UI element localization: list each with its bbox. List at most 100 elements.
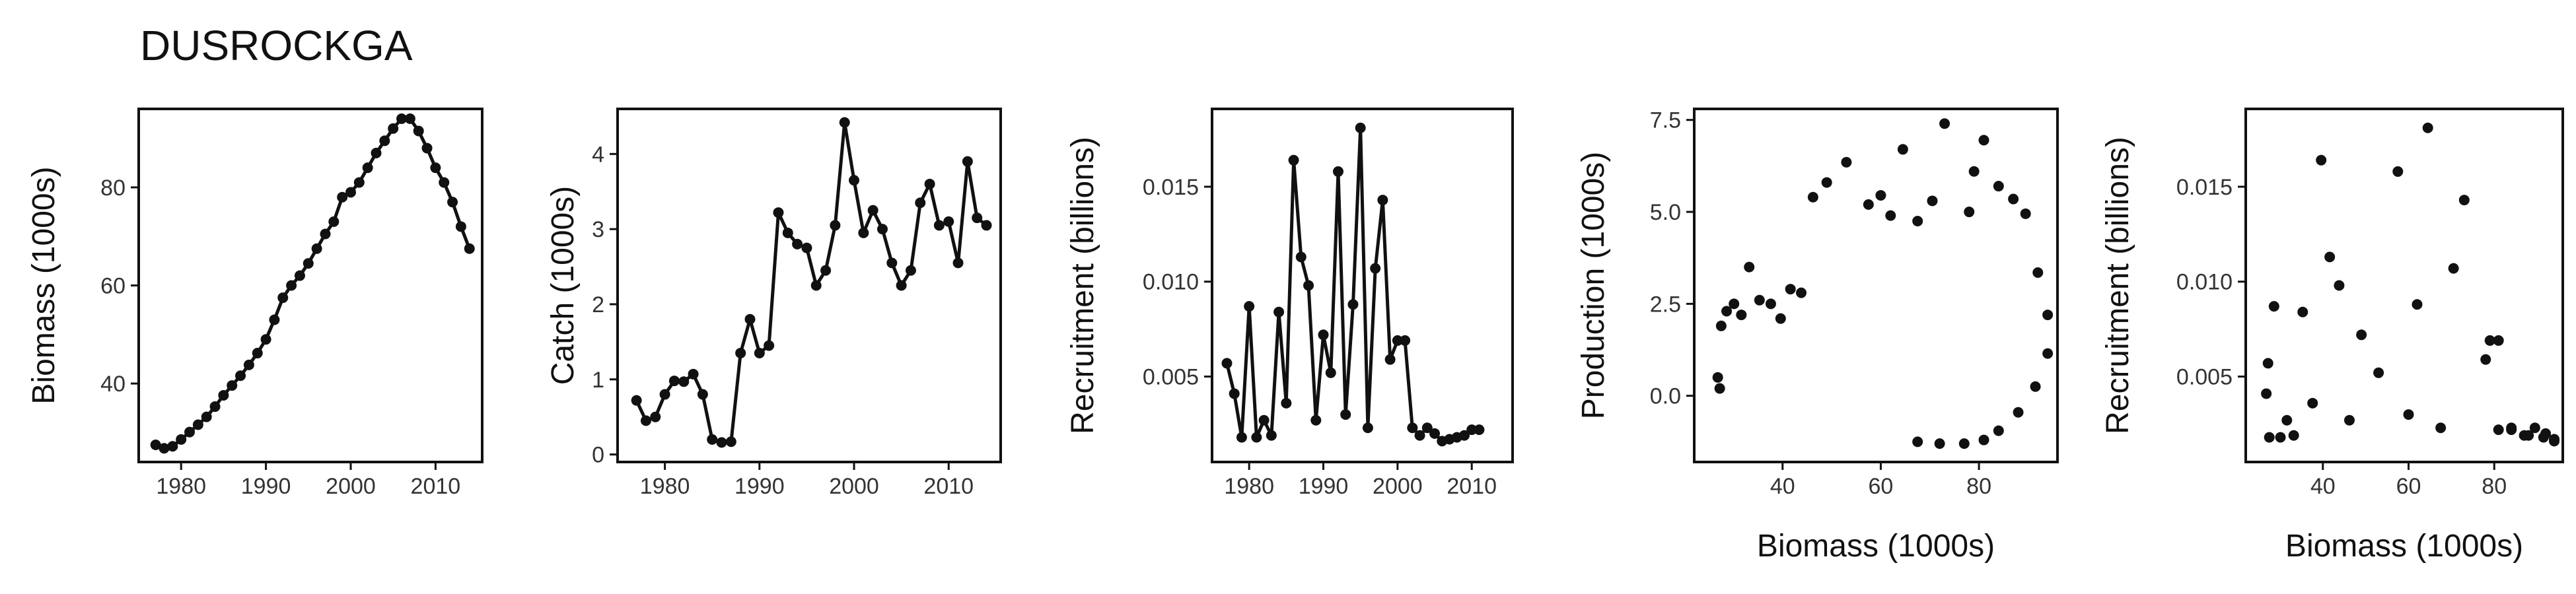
data-point [2484,335,2495,346]
page-title: DUSROCKGA [140,22,413,69]
y-tick-label: 0.0 [1650,384,1681,409]
data-point [2275,432,2286,443]
y-tick-label: 4 [592,142,604,167]
data-point [1377,195,1388,206]
data-point [201,411,212,422]
data-point [2538,432,2549,443]
data-point [2020,208,2031,219]
x-tick-label: 1980 [640,474,690,499]
data-point [2288,430,2299,441]
data-point [167,441,178,452]
y-tick-label: 2 [592,292,604,317]
data-point [362,162,373,174]
y-tick-label: 5.0 [1650,200,1681,225]
data-point [176,434,187,445]
data-point [1807,191,1818,203]
data-point [1714,383,1725,394]
x-axis-label: Biomass (1000s) [1757,529,1995,564]
data-point [820,265,832,276]
data-point [981,220,992,231]
data-point [1258,414,1270,426]
data-point [2281,414,2293,426]
data-point [209,401,221,412]
data-point [1273,306,1285,317]
y-tick-label: 0.010 [2176,270,2233,295]
data-point [421,143,433,154]
data-point [1288,154,1299,166]
data-point [2264,432,2275,443]
data-point [849,175,860,186]
data-point [328,216,340,227]
y-tick-label: 7.5 [1650,108,1681,133]
data-point [1993,181,2004,192]
data-point [1729,298,1740,310]
y-axis-label: Recruitment (billions) [2100,137,2135,434]
data-point [1968,166,1980,177]
data-point [697,389,708,400]
data-point [830,220,841,231]
data-point [659,389,670,400]
data-point [933,220,945,231]
data-point [1978,434,1989,446]
plot-frame [1693,108,2059,463]
x-axis-label: Biomass (1000s) [2285,529,2523,564]
y-tick-label: 0.005 [2176,365,2233,390]
data-point [430,162,441,174]
data-point [952,257,964,269]
data-point [1244,301,1255,312]
data-point [839,117,850,128]
data-point [1775,313,1786,324]
data-point [1310,414,1322,426]
data-point [1875,189,1886,201]
data-point [1863,199,1874,210]
x-tick-label: 2000 [326,474,376,499]
data-point [218,389,229,401]
data-point [455,221,466,232]
data-point [1934,438,1945,449]
data-point [353,177,365,188]
data-point [773,207,784,218]
data-point [896,280,907,291]
data-point [379,135,390,147]
data-point [235,370,246,381]
data-point [1407,422,1418,434]
data-point [2493,424,2504,436]
data-point [439,177,450,188]
data-point [2523,430,2534,441]
series-line [635,121,988,444]
data-point [1340,409,1351,420]
data-point [192,419,203,430]
data-point [2268,301,2279,312]
data-point [1325,367,1336,378]
data-point [2506,424,2517,436]
data-point [764,340,775,351]
data-point [320,228,331,240]
data-point [1332,166,1343,177]
data-point [867,205,878,216]
y-tick-label: 80 [100,176,125,201]
data-point [464,243,475,254]
x-tick-label: 2000 [1373,474,1423,499]
data-point [1392,335,1403,346]
data-point [1400,335,1411,346]
data-point [243,359,254,370]
data-point [1303,280,1314,291]
data-point [303,258,314,269]
y-tick-label: 0.005 [1143,365,1199,390]
data-point [886,257,898,269]
data-point [2403,409,2414,420]
data-point [668,376,680,387]
x-tick-label: 2010 [1447,474,1497,499]
data-point [1796,287,1807,298]
x-tick-label: 40 [1770,474,1795,499]
x-tick-label: 2010 [923,474,974,499]
data-point [269,314,280,325]
data-point [1318,329,1329,341]
data-point [2435,422,2447,434]
data-point [1841,156,1852,168]
data-point [1429,428,1441,439]
series-line [1225,126,1480,443]
data-point [2297,306,2308,317]
series-line [155,117,472,450]
